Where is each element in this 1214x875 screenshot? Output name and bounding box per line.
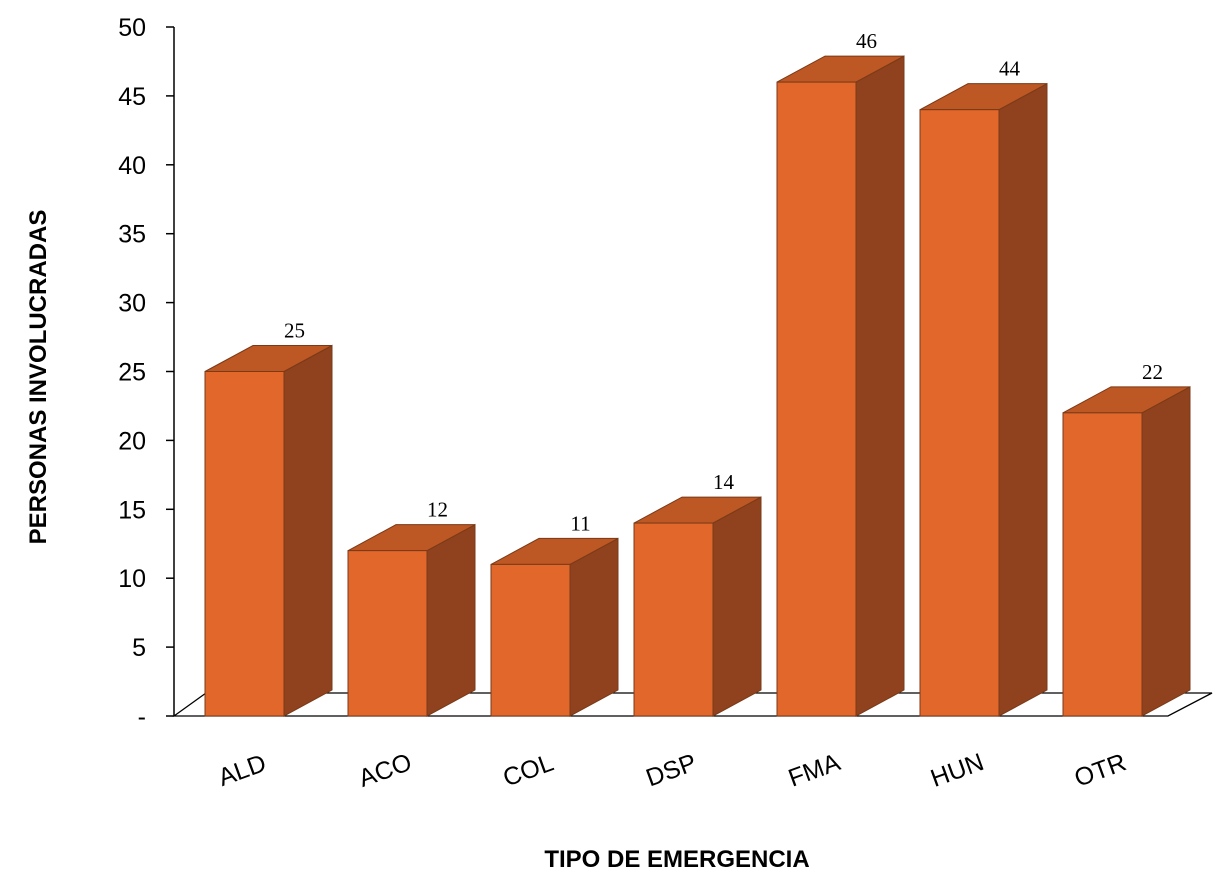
data-label-dsp: 14 bbox=[713, 470, 735, 494]
x-tick-label-ald: ALD bbox=[215, 749, 270, 792]
y-tick-label: 25 bbox=[118, 359, 146, 387]
bar-ald bbox=[204, 371, 285, 717]
data-label-aco: 12 bbox=[427, 498, 448, 522]
bar-side-col bbox=[569, 537, 619, 717]
bar-side-dsp bbox=[712, 496, 762, 717]
bars-layer bbox=[204, 55, 1191, 717]
bar-fma bbox=[776, 81, 857, 717]
bar-side-otr bbox=[1141, 386, 1191, 717]
y-tick-label: 40 bbox=[118, 152, 146, 180]
bar-side-hun bbox=[998, 82, 1048, 717]
x-tick-label-col: COL bbox=[499, 749, 557, 793]
y-tick-label: 50 bbox=[118, 14, 146, 42]
bar-otr bbox=[1062, 412, 1143, 717]
x-tick-label-dsp: DSP bbox=[642, 749, 700, 793]
y-tick-label: 20 bbox=[118, 427, 146, 455]
data-label-hun: 44 bbox=[999, 57, 1021, 81]
y-axis-title: PERSONAS INVOLUCRADAS bbox=[25, 210, 52, 545]
bar-side-ald bbox=[283, 344, 333, 717]
bar-dsp bbox=[633, 522, 714, 717]
data-label-fma: 46 bbox=[856, 29, 877, 53]
bar-side-aco bbox=[426, 523, 476, 717]
data-label-ald: 25 bbox=[284, 319, 305, 343]
bar-side-fma bbox=[855, 55, 905, 717]
y-tick-label: 10 bbox=[118, 565, 146, 593]
data-label-otr: 22 bbox=[1142, 360, 1163, 384]
bar-col bbox=[490, 563, 571, 717]
x-tick-label-hun: HUN bbox=[927, 748, 987, 793]
y-tick-label: - bbox=[138, 703, 146, 731]
bar-hun bbox=[919, 109, 1000, 717]
y-tick-label: 15 bbox=[118, 496, 146, 524]
x-tick-label-otr: OTR bbox=[1071, 748, 1130, 792]
axes-layer: - 5 10 15 20 25 30 35 40 45 50 bbox=[118, 14, 1213, 731]
x-axis-title: TIPO DE EMERGENCIA bbox=[544, 846, 809, 873]
x-tick-label-aco: ACO bbox=[355, 748, 415, 793]
y-tick-label: 5 bbox=[132, 634, 146, 662]
data-label-col: 11 bbox=[570, 511, 590, 535]
y-tick-label: 30 bbox=[118, 290, 146, 318]
y-tick-label: 45 bbox=[118, 83, 146, 111]
y-tick-label: 35 bbox=[118, 221, 146, 249]
x-tick-label-fma: FMA bbox=[785, 748, 844, 792]
bar-aco bbox=[347, 550, 428, 717]
